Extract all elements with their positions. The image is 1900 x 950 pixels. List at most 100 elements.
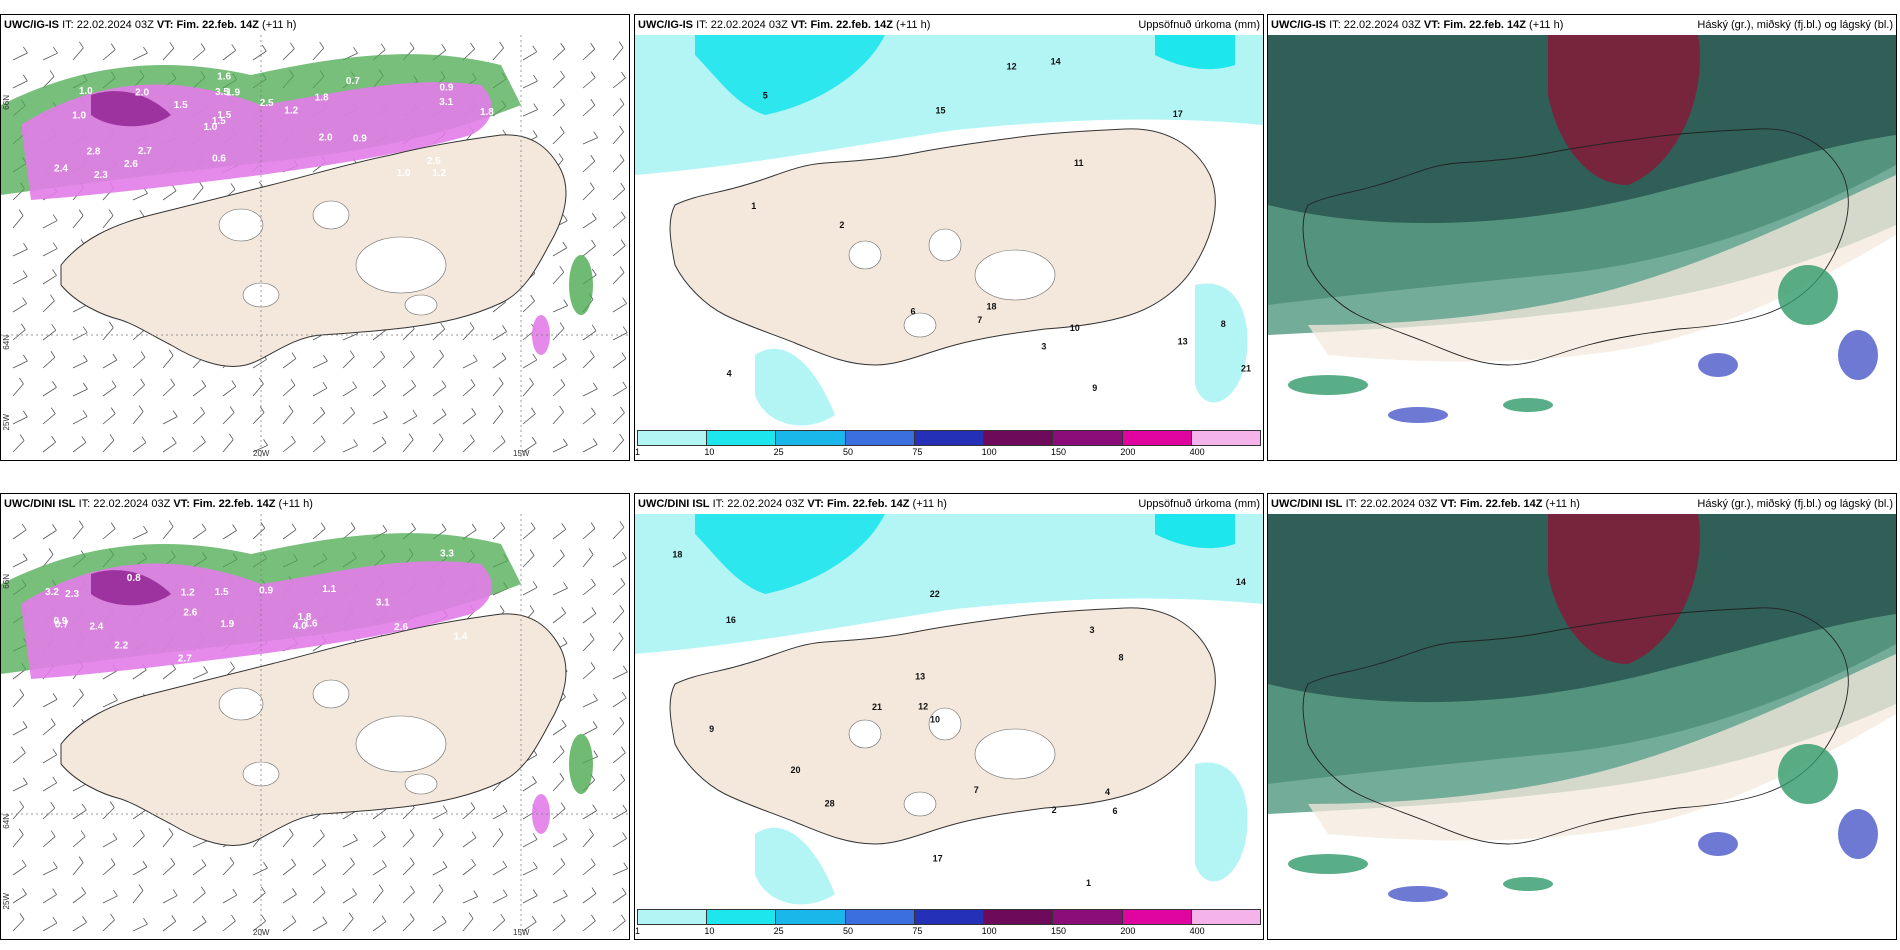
legend-swatch <box>707 910 777 924</box>
accum-light-area <box>1195 762 1248 882</box>
land-visible <box>1308 654 1896 841</box>
valid-time: Fim. 22.feb. 14Z <box>1443 19 1526 31</box>
it-label: IT: <box>78 498 91 510</box>
map-panel-p6: UWC/DINI ISL IT: 22.02.2024 03Z VT: Fim.… <box>1267 493 1897 940</box>
init-time: 22.02.2024 03Z <box>727 498 805 510</box>
vt-label: VT: <box>1440 498 1457 510</box>
legend-swatch <box>776 431 846 445</box>
value-label: 8 <box>1119 652 1124 662</box>
value-label: 1.4 <box>453 632 467 643</box>
value-label: 0.6 <box>212 154 226 165</box>
axis-label-25w: 25W <box>2 413 11 430</box>
init-time: 22.02.2024 03Z <box>1343 19 1421 31</box>
legend-tick: 200 <box>1120 926 1136 936</box>
glacier <box>355 236 447 294</box>
value-label: 2.4 <box>89 621 103 632</box>
legend-tick: 75 <box>912 926 923 936</box>
value-label: 15 <box>935 106 945 116</box>
valid-time: Fim. 22.feb. 14Z <box>192 498 276 510</box>
value-label: 2.2 <box>114 641 128 652</box>
map-panel-p3: UWC/IG-IS IT: 22.02.2024 03Z VT: Fim. 22… <box>1267 14 1897 461</box>
legend-bar <box>637 430 1261 446</box>
accum-mid-area <box>695 514 885 594</box>
value-label: 2.7 <box>178 653 192 664</box>
value-label: 2.3 <box>65 589 79 600</box>
precip-dark-area <box>91 570 171 606</box>
legend-tick: 25 <box>773 447 784 457</box>
accum-mid-area <box>1155 514 1235 549</box>
value-label: 18 <box>672 549 682 559</box>
value-label: 17 <box>933 853 943 863</box>
valid-time: Fim. 22.feb. 14Z <box>176 19 259 31</box>
vt-label: VT: <box>1423 19 1441 31</box>
mid-cloud-area <box>1268 135 1896 335</box>
valid-time: Fim. 22.feb. 14Z <box>810 19 893 31</box>
field-title: Háský (gr.), miðský (fj.bl.) og lágský (… <box>1697 498 1893 510</box>
legend-tick: 100 <box>981 447 997 457</box>
panel-header: UWC/IG-IS IT: 22.02.2024 03Z VT: Fim. 22… <box>1 15 629 35</box>
legend-tick: 50 <box>843 447 854 457</box>
value-label: 2.6 <box>183 607 197 618</box>
value-label: 10 <box>1070 323 1080 333</box>
legend-swatch <box>1122 910 1192 924</box>
axis-label-64n: 64N <box>2 335 11 350</box>
value-label: 1.8 <box>480 107 494 118</box>
precip-dark-area <box>91 91 171 127</box>
legend-tick: 10 <box>704 926 715 936</box>
init-time: 22.02.2024 03Z <box>710 19 788 31</box>
panel-header: UWC/IG-IS IT: 22.02.2024 03Z VT: Fim. 22… <box>635 15 1263 35</box>
value-label: 1.5 <box>174 100 188 111</box>
legend-swatch <box>984 431 1054 445</box>
lead-time: (+11 h) <box>1529 19 1564 31</box>
legend-swatch <box>1191 910 1260 924</box>
value-labels: 1.2 1.0 0.9 1.0 1.8 2.3 3.5 2.5 2.8 1.5 2.4 2.6 1.9 1… <box>54 71 494 180</box>
legend-tick: 400 <box>1189 447 1205 457</box>
map-canvas: 13 14 22 20 18 17 16 28 10 12 9 8 7 6 4 3 2 1 21 <box>635 514 1263 939</box>
low-cloud-cell <box>1288 854 1368 874</box>
precip-green-cell <box>569 734 593 794</box>
value-label: 1.8 <box>298 612 312 623</box>
init-time: 22.02.2024 03Z <box>76 19 154 31</box>
glacier <box>355 715 447 773</box>
value-label: 12 <box>1007 61 1017 71</box>
accum-mid-area <box>695 35 885 115</box>
value-label: 13 <box>1178 336 1188 346</box>
value-labels: 1.6 2.3 3.3 4.0 2.6 1.5 3.1 1.8 1.2 0.9 2.2 3.2 2.4 1… <box>45 549 468 665</box>
value-label: 8 <box>1221 319 1226 329</box>
low-cloud-cell <box>1778 265 1838 325</box>
value-label: 7 <box>974 785 979 795</box>
glacier <box>974 249 1056 301</box>
value-label: 0.7 <box>55 620 69 631</box>
glacier <box>848 240 882 270</box>
axis-label-64n: 64N <box>2 814 11 829</box>
legend-tick: 50 <box>843 926 854 936</box>
glacier <box>928 228 962 262</box>
axis-label-15w: 15W <box>513 449 530 458</box>
map-canvas: 1.2 1.0 0.9 1.0 1.8 2.3 3.5 2.5 2.8 1.5 2.4 2.6 1.9 1… <box>1 35 629 460</box>
field-title: Uppsöfnuð úrkoma (mm) <box>1138 498 1260 510</box>
model-name: UWC/IG-IS <box>638 19 693 31</box>
value-label: 9 <box>709 724 714 734</box>
axis-label-66n: 66N <box>2 574 11 589</box>
value-label: 1.0 <box>203 122 217 133</box>
legend-swatch <box>1122 431 1192 445</box>
legend-tick: 75 <box>912 447 923 457</box>
legend-tick: 1 <box>635 926 641 936</box>
axis-label-20w: 20W <box>253 928 270 937</box>
lead-time: (+11 h) <box>1545 498 1580 510</box>
value-label: 28 <box>825 798 835 808</box>
it-label: IT: <box>62 19 74 31</box>
panel-header: UWC/DINI ISL IT: 22.02.2024 03Z VT: Fim.… <box>1 494 629 514</box>
value-label: 4 <box>727 368 732 378</box>
low-cloud-cell <box>1388 886 1448 902</box>
accum-light-area <box>755 827 835 905</box>
value-label: 22 <box>930 589 940 599</box>
lead-time: (+11 h) <box>262 19 297 31</box>
field-title: Uppsöfnuð úrkoma (mm) <box>1138 19 1260 31</box>
value-label: 1.5 <box>215 587 229 598</box>
value-label: 3.2 <box>45 587 59 598</box>
value-label: 10 <box>930 715 940 725</box>
value-label: 13 <box>915 672 925 682</box>
axis-label-15w: 15W <box>513 928 530 937</box>
legend-swatch <box>914 431 985 445</box>
